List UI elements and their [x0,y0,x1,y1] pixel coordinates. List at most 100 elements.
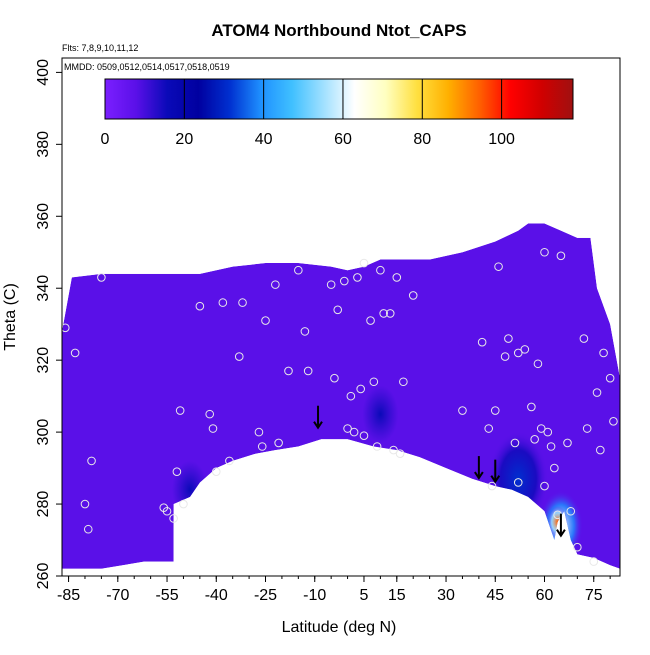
colorbar-tick-label: 60 [334,131,352,148]
observation-point [376,265,385,275]
observation-point [271,280,280,289]
observation-point [175,406,185,415]
observation-point [458,406,467,415]
observation-point [343,424,352,433]
observation-point [261,316,270,325]
observation-point [566,506,576,516]
observation-point [408,291,418,300]
observation-point [162,506,172,516]
observation-point [80,499,90,509]
observation-point [303,366,313,376]
arrow-markers [313,405,566,538]
chart-title: ATOM4 Northbound Ntot_CAPS [211,21,466,40]
observation-point [550,463,559,473]
observation-point [596,445,605,455]
observation-point [179,499,188,509]
observation-point [530,435,539,444]
x-tick-label: -10 [303,587,326,604]
observation-point [540,481,549,491]
observation-point [599,348,608,358]
observation-point [605,373,615,383]
x-tick-label: 45 [486,587,504,604]
observation-point [359,431,369,441]
colorbar-gradient [104,78,574,120]
x-tick-label: 60 [536,587,554,604]
observation-point [487,481,497,491]
colorbar-tick-label: 80 [413,131,431,148]
plot-frame [61,57,621,577]
observation-point [97,273,106,282]
observation-point [70,348,80,358]
observation-point [385,309,395,318]
observation-point [500,352,510,361]
colorbar-tick-label: 40 [255,131,273,148]
observation-point [225,456,234,466]
observation-point [573,542,582,552]
observation-point [369,377,379,387]
x-tick-label: -55 [155,587,178,604]
arrow-marker [313,405,323,430]
observation-point [399,377,408,387]
observation-point [300,327,310,336]
observation-point [395,449,405,458]
observation-point [234,352,244,361]
observation-point [294,265,303,275]
x-tick-label: -40 [205,587,228,604]
observation-point [540,247,549,257]
observation-point [169,514,178,523]
observation-point [484,424,494,433]
y-tick-label: 400 [35,59,52,86]
flights-note: Flts: 7,8,9,10,11,12 [62,43,138,53]
observation-point [346,391,356,401]
observation-point [592,388,602,397]
y-tick-label: 300 [35,419,52,446]
observation-point [339,276,349,286]
colorbar-tick-label: 20 [175,131,193,148]
observation-point [60,323,70,333]
x-tick-label: 15 [388,587,406,604]
observation-point [477,337,487,347]
y-tick-label: 360 [35,203,52,230]
observation-point [87,456,96,466]
observation-point [238,298,247,307]
observation-point [372,442,382,451]
y-tick-label: 320 [35,347,52,374]
observation-point [533,359,543,369]
observation-point [172,467,182,476]
observation-point [257,442,267,451]
observation-point [504,334,513,343]
arrow-marker [490,459,501,484]
colorbar: 0 20 40 60 80 100 [101,78,574,148]
observation-point [520,345,530,354]
observation-point [353,273,362,282]
observation-point [356,384,365,394]
observation-point [349,427,359,437]
observation-point [527,402,536,412]
arrow-marker [474,456,484,480]
arrow-marker [556,513,566,538]
y-tick-label: 280 [35,491,52,518]
observation-point [218,298,228,307]
observation-point [274,438,283,448]
observation-point [359,258,369,268]
y-axis: 260 280 300 320 340 360 380 400 [35,59,62,589]
colorbar-tick-label: 100 [488,131,515,148]
observation-point [330,373,339,383]
observation-point [366,316,375,325]
y-tick-label: 260 [35,563,52,590]
observation-point [579,334,589,343]
observation-point [208,424,218,433]
observation-point [582,424,592,433]
observation-point [195,301,205,311]
observation-point [333,305,343,315]
observation-point [494,262,503,271]
observation-point [589,557,599,566]
observation-point [389,445,398,455]
observation-point [556,251,566,261]
observation-point [284,366,293,376]
field-feature [350,366,411,463]
y-axis-label: Theta (C) [2,283,19,351]
observation-point [510,438,520,448]
